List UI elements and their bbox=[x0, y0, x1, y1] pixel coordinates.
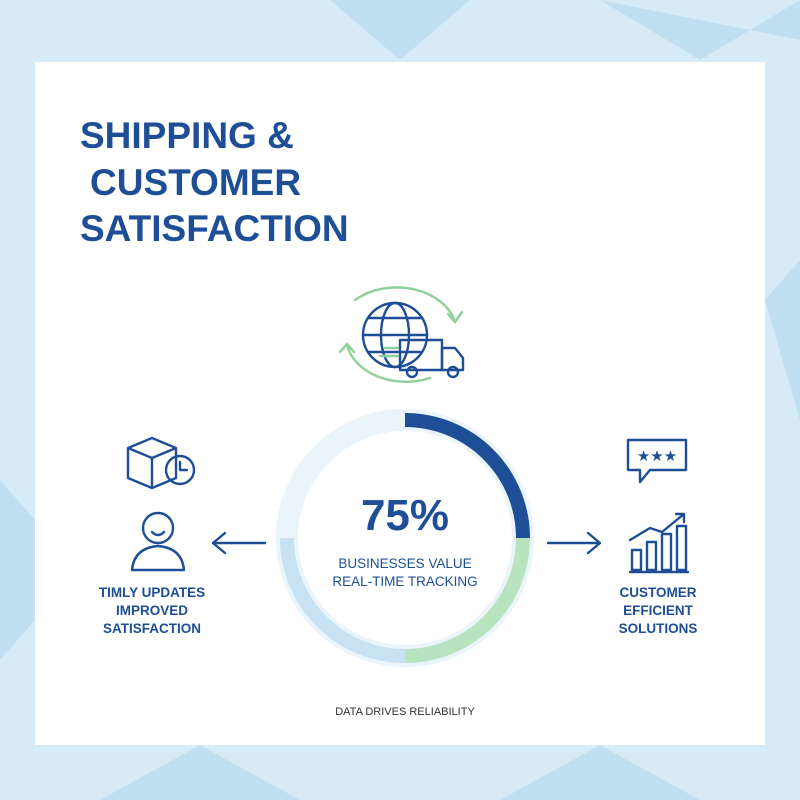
footer: DATA DRIVES RELIABILITY bbox=[335, 706, 475, 718]
left-line: SATISFACTION bbox=[103, 621, 201, 636]
right-line: CUSTOMER bbox=[619, 585, 696, 600]
right-line: SOLUTIONS bbox=[619, 621, 698, 636]
stat-caption: BUSINESSES VALUE bbox=[338, 556, 471, 571]
stat-caption: REAL-TIME TRACKING bbox=[332, 574, 477, 589]
title-line: SHIPPING & bbox=[80, 115, 294, 156]
svg-text:★★★: ★★★ bbox=[637, 448, 677, 465]
title-line: CUSTOMER bbox=[90, 162, 301, 203]
left-line: IMPROVED bbox=[116, 603, 188, 618]
right-line: EFFICIENT bbox=[623, 603, 694, 618]
title: SHIPPING & CUSTOMER SATISFACTION bbox=[80, 115, 349, 249]
growth-icon bbox=[628, 512, 690, 574]
person-icon bbox=[130, 511, 186, 572]
rating-icon: ★★★ bbox=[626, 438, 688, 484]
globe-truck-icon bbox=[338, 286, 465, 383]
stat-ring bbox=[276, 409, 534, 667]
box-clock-icon bbox=[126, 436, 196, 490]
left-text: TIMLY UPDATES IMPROVED SATISFACTION bbox=[99, 585, 205, 636]
left-line: TIMLY UPDATES bbox=[99, 585, 205, 600]
right-text: CUSTOMER EFFICIENT SOLUTIONS bbox=[619, 585, 698, 636]
stat-value: 75% bbox=[361, 491, 449, 540]
title-line: SATISFACTION bbox=[80, 208, 349, 249]
arrows bbox=[211, 531, 602, 555]
